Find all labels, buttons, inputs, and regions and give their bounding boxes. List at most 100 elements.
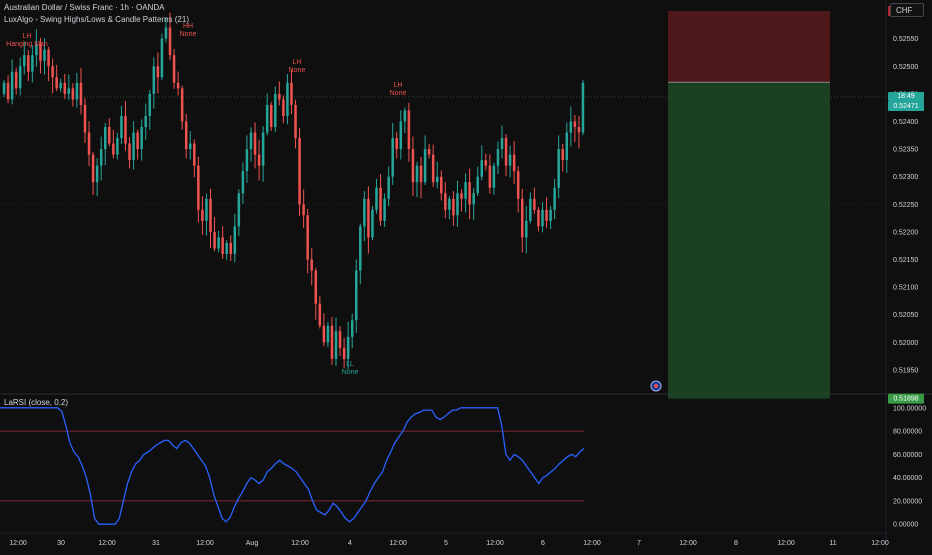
candle-body	[504, 138, 508, 166]
candle-body	[193, 143, 196, 166]
candle-body	[120, 115, 123, 139]
candle-body	[144, 115, 147, 127]
candle-body	[274, 93, 277, 127]
candle-body	[375, 187, 378, 210]
swing-label-title: LH	[394, 82, 403, 89]
candle-body	[573, 121, 577, 127]
candle-body	[18, 66, 22, 89]
swing-label-title: HH	[183, 23, 193, 30]
candle-body	[213, 231, 216, 249]
currency-button[interactable]: CHF	[890, 3, 924, 17]
time-axis-label: 12:00	[871, 540, 889, 547]
candle-body	[23, 55, 26, 67]
swing-label-subtitle: None	[289, 67, 306, 74]
candle-body	[435, 176, 439, 183]
candle-body	[229, 242, 233, 254]
candle-body	[383, 198, 386, 221]
candle-body	[569, 121, 573, 133]
candle-body	[2, 82, 6, 94]
candle-body	[310, 259, 313, 271]
candle-body	[108, 126, 111, 144]
time-axis-label: 4	[348, 540, 352, 547]
candle-body	[581, 82, 585, 133]
price-tick-label: 0.52250	[893, 202, 918, 209]
candle-body	[330, 325, 334, 359]
candle-body	[132, 132, 135, 161]
candle-body	[83, 104, 87, 133]
candle-body	[359, 226, 362, 271]
time-axis-label: 31	[152, 540, 160, 547]
candle-body	[452, 198, 455, 216]
candle-body	[379, 187, 382, 221]
candle-body	[79, 82, 83, 105]
symbol-title[interactable]: Australian Dollar / Swiss Franc · 1h · O…	[4, 3, 165, 12]
rsi-line	[0, 407, 585, 525]
candle-body	[233, 226, 237, 254]
candle-body	[298, 138, 301, 205]
candle-body	[91, 154, 95, 183]
candle-body	[537, 209, 540, 227]
candle-body	[286, 82, 289, 116]
candle-body	[103, 126, 107, 150]
time-axis-label: 12:00	[583, 540, 601, 547]
time-axis-label: 12:00	[291, 540, 309, 547]
candle-body	[476, 176, 479, 194]
candle-body	[553, 187, 556, 210]
target-price-label: 0.51898	[893, 396, 918, 403]
candle-body	[427, 149, 431, 155]
rsi-tick-label: 80.00000	[893, 429, 922, 436]
price-tick-label: 0.52150	[893, 257, 918, 264]
target-price-label-bg	[888, 393, 924, 404]
time-axis-label: 12:00	[389, 540, 407, 547]
candle-body	[180, 88, 184, 122]
candle-body	[261, 132, 265, 166]
candle-body	[31, 55, 34, 72]
swing-label-subtitle: None	[180, 31, 197, 38]
candle-body	[492, 165, 496, 188]
candle-body	[346, 336, 350, 359]
swing-label-subtitle: None	[390, 90, 407, 97]
swing-label-title: LL	[346, 361, 354, 368]
candle-body	[565, 132, 569, 161]
candle-body	[508, 154, 512, 166]
candle-body	[168, 27, 172, 56]
candle-body	[557, 149, 560, 188]
swing-label-title: LH	[293, 59, 302, 66]
candle-body	[306, 215, 309, 260]
candle-body	[334, 331, 338, 359]
candle-body	[464, 182, 467, 199]
candle-body	[39, 44, 42, 61]
candle-body	[124, 115, 127, 144]
rsi-label[interactable]: LaRSI (close, 0.2)	[4, 398, 69, 407]
candle-body	[367, 198, 370, 238]
candle-body	[484, 160, 488, 166]
candle-body	[51, 66, 54, 78]
candle-body	[221, 237, 224, 254]
candle-body	[87, 132, 91, 155]
candle-body	[444, 193, 447, 210]
price-tick-label: 0.52400	[893, 119, 918, 126]
rsi-tick-label: 40.00000	[893, 475, 922, 482]
candle-body	[205, 198, 208, 221]
candle-body	[326, 325, 330, 343]
candle-body	[241, 171, 245, 194]
candle-body	[189, 143, 192, 150]
candle-body	[411, 149, 415, 183]
time-axis-label: 8	[734, 540, 738, 547]
candle-body	[468, 182, 471, 205]
candle-body	[363, 198, 366, 227]
candle-body	[249, 132, 253, 150]
candle-body	[55, 77, 58, 89]
candle-body	[322, 325, 326, 343]
time-axis-label: 12:00	[679, 540, 697, 547]
candle-body	[225, 242, 228, 254]
candle-body	[456, 193, 459, 216]
candle-body	[448, 198, 451, 210]
indicator-label[interactable]: LuxAlgo - Swing Highs/Lows & Candle Patt…	[4, 15, 189, 24]
candle-body	[152, 66, 156, 94]
time-axis-label: 12:00	[9, 540, 27, 547]
candle-body	[35, 44, 38, 56]
candle-body	[577, 126, 581, 133]
